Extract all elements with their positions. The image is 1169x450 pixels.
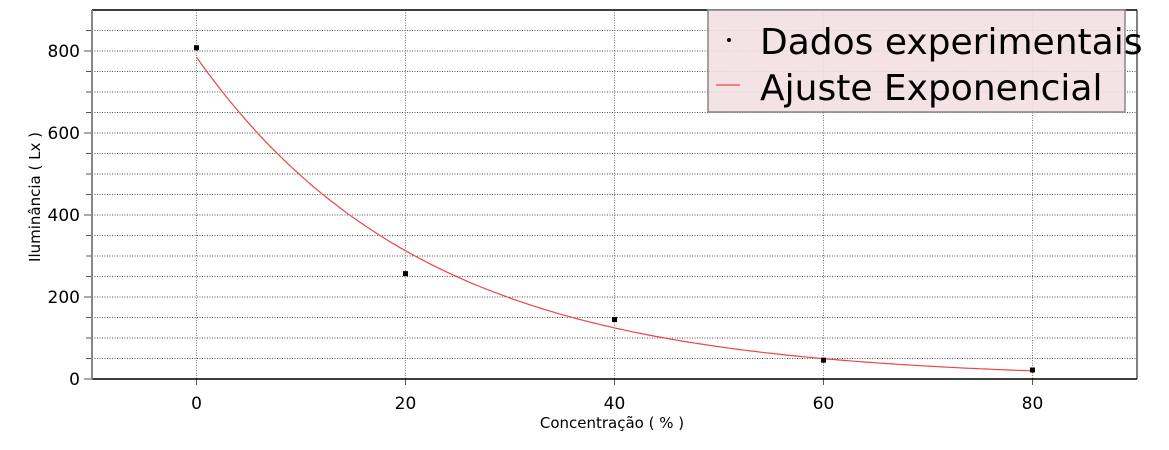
x-tick-label: 60 xyxy=(813,394,835,414)
y-axis-label: Iluminância ( Lx ) xyxy=(26,132,44,262)
x-tick-label: 20 xyxy=(395,394,417,414)
legend-label-line: Ajuste Exponencial xyxy=(760,68,1102,109)
data-points-group xyxy=(194,45,1035,373)
y-tick-label: 200 xyxy=(48,288,80,308)
fit-curve-group xyxy=(196,56,1033,372)
y-tick-label: 600 xyxy=(48,124,80,144)
y-tick-label: 0 xyxy=(69,370,80,390)
data-point xyxy=(403,271,408,277)
data-point xyxy=(821,357,826,363)
x-tick-label: 80 xyxy=(1022,394,1044,414)
y-tick-label: 800 xyxy=(48,42,80,62)
data-point xyxy=(194,45,199,51)
data-point xyxy=(1030,367,1035,373)
legend-label-points: Dados experimentais xyxy=(760,22,1142,63)
legend-marker-points xyxy=(727,38,731,42)
data-point xyxy=(612,317,617,323)
legend-box xyxy=(707,9,1126,113)
legend: Dados experimentais Ajuste Exponencial xyxy=(707,9,1142,113)
x-tick-label: 40 xyxy=(604,394,626,414)
x-tick-label: 0 xyxy=(191,394,202,414)
y-tick-label: 400 xyxy=(48,206,80,226)
x-axis-label: Concentração ( % ) xyxy=(540,414,684,432)
fit-curve xyxy=(196,56,1033,372)
